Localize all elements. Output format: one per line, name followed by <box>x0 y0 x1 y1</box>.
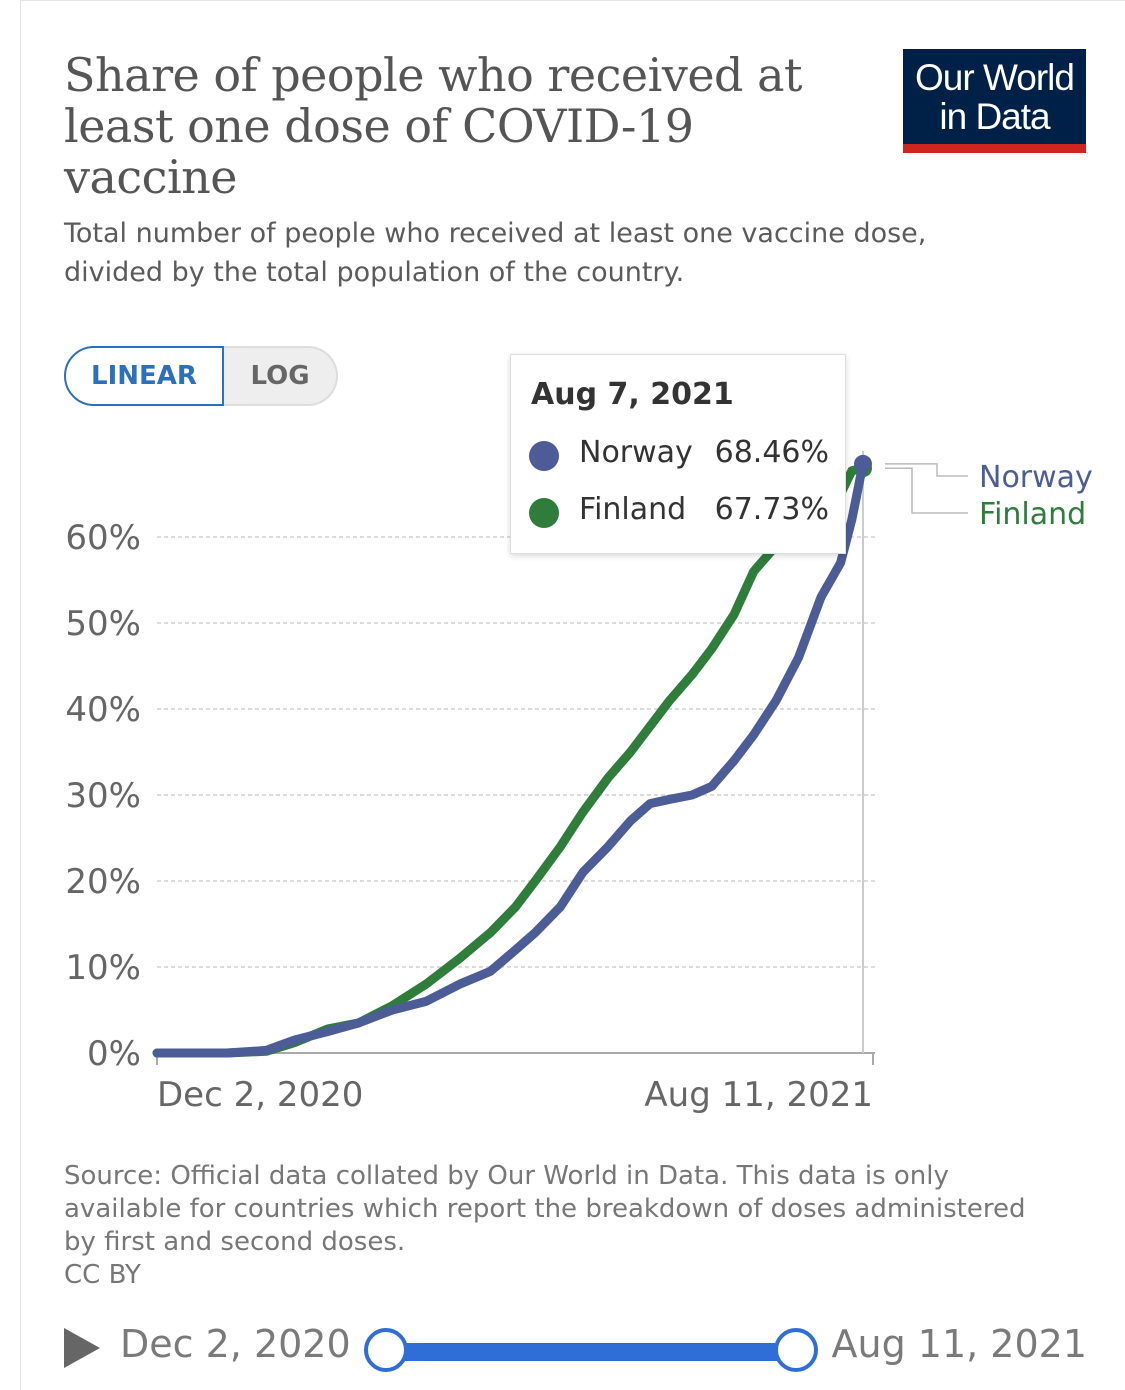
source-text: Source: Official data collated by Our Wo… <box>64 1161 1026 1257</box>
timeline-start-label: Dec 2, 2020 <box>120 1322 351 1366</box>
tooltip-date: Aug 7, 2021 <box>531 377 734 412</box>
tooltip-norway-value: 68.46% <box>714 435 829 470</box>
scale-toggle: LINEAR LOG <box>64 346 338 406</box>
series-label-finland: Finland <box>979 497 1086 532</box>
timeline-slider: Dec 2, 2020 Aug 11, 2021 <box>0 1310 1125 1390</box>
chart-subtitle: Total number of people who received at l… <box>64 218 927 288</box>
norway-dot-icon <box>529 441 559 471</box>
y-tick-label: 30% <box>65 776 141 816</box>
tooltip-row-norway: Norway 68.46% <box>529 435 829 475</box>
x-tick-label: Aug 11, 2021 <box>644 1075 873 1115</box>
source-note: Source: Official data collated by Our Wo… <box>64 1160 1054 1292</box>
series-end-point-norway <box>854 454 872 473</box>
play-icon[interactable] <box>64 1328 100 1368</box>
label-connector-norway <box>885 463 968 477</box>
hover-tooltip: Aug 7, 2021 Norway 68.46% Finland 67.73% <box>510 354 846 554</box>
line-chart: 0% 10% 20% 30% 40% 50% 60% Dec 2, 2020 Aug 11, 2… <box>65 451 1093 1115</box>
y-tick-label: 50% <box>65 604 141 644</box>
log-scale-button[interactable]: LOG <box>224 346 338 406</box>
timeline-start-handle[interactable] <box>364 1328 408 1372</box>
logo-line-2: in Data <box>939 95 1050 137</box>
series-label-norway: Norway <box>979 460 1093 495</box>
tooltip-row-finland: Finland 67.73% <box>529 492 829 532</box>
timeline-end-label: Aug 11, 2021 <box>831 1322 1088 1366</box>
license-link[interactable]: CC BY <box>64 1260 141 1290</box>
label-connector-finland <box>885 467 968 514</box>
timeline-track[interactable] <box>386 1343 796 1361</box>
y-tick-label: 60% <box>65 518 141 558</box>
owid-logo[interactable]: Our World in Data <box>903 49 1086 153</box>
series-line-finland <box>152 463 868 1058</box>
logo-line-1: Our World <box>915 56 1075 98</box>
tooltip-norway-name: Norway <box>579 435 693 470</box>
tooltip-finland-name: Finland <box>579 492 687 527</box>
chart-title: Share of people who received at least on… <box>64 48 803 204</box>
y-tick-label: 0% <box>87 1034 141 1074</box>
timeline-end-handle[interactable] <box>774 1328 818 1372</box>
linear-scale-button[interactable]: LINEAR <box>64 346 224 406</box>
tooltip-finland-value: 67.73% <box>714 492 829 527</box>
finland-dot-icon <box>529 498 559 528</box>
chart-frame <box>20 0 1125 1390</box>
y-tick-label: 20% <box>65 862 141 902</box>
y-tick-label: 10% <box>65 948 141 988</box>
y-tick-label: 40% <box>65 690 141 730</box>
x-tick-label: Dec 2, 2020 <box>157 1075 363 1115</box>
series-line-norway <box>152 459 868 1058</box>
